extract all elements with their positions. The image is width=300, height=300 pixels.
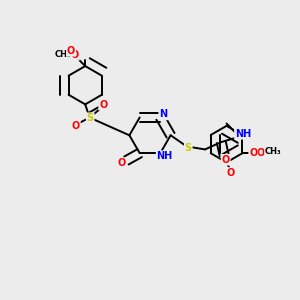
Text: O: O (227, 168, 235, 178)
Text: O: O (71, 50, 79, 60)
Text: CH₃: CH₃ (265, 147, 282, 156)
Text: S: S (185, 143, 192, 153)
Text: NH: NH (157, 151, 173, 161)
Text: NH: NH (235, 129, 251, 139)
Text: O: O (99, 100, 107, 110)
Text: N: N (159, 110, 167, 119)
Text: O: O (257, 148, 265, 158)
Text: O: O (72, 121, 80, 131)
Text: O: O (118, 158, 126, 168)
Text: O: O (221, 155, 230, 165)
Text: O: O (67, 46, 75, 56)
Text: O: O (249, 148, 257, 158)
Text: S: S (87, 113, 94, 123)
Text: CH₃: CH₃ (55, 50, 71, 59)
